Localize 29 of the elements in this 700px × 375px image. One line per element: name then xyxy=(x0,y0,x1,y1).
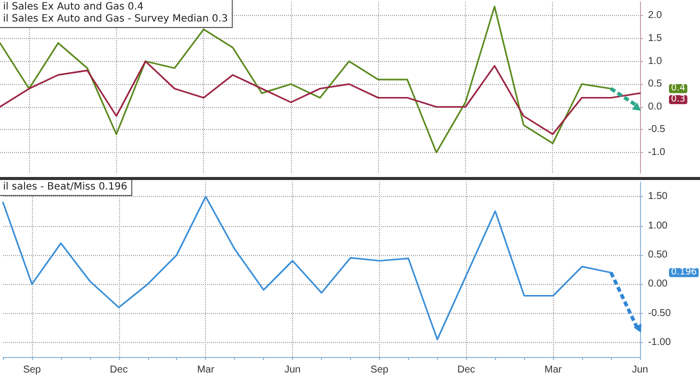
x-tick-label: Mar xyxy=(197,364,215,375)
y-tick-label: -1.00 xyxy=(648,336,672,348)
y-tick-label: 1.0 xyxy=(648,56,662,67)
annotation: il sales - Beat/Miss 0.196 xyxy=(3,182,128,192)
x-tick-label: Sep xyxy=(370,364,389,375)
x-tick-label: Dec xyxy=(110,364,128,375)
x-tick-label: Mar xyxy=(544,364,562,375)
text: 0.3 xyxy=(671,94,686,105)
annotation: il Sales Ex Auto and Gas - Survey Median 0.3 xyxy=(3,14,228,24)
y-tick-label: 0.00 xyxy=(648,278,668,290)
x-tick-label: Jun xyxy=(632,364,648,375)
y-tick-label: 2.0 xyxy=(648,10,662,22)
y-tick-label: -1.0 xyxy=(648,146,666,158)
x-tick-label: Sep xyxy=(23,364,42,375)
y-tick-label: 0.5 xyxy=(648,78,662,90)
text: 0.196 xyxy=(671,268,698,278)
y-tick-label: 1.50 xyxy=(648,191,668,202)
line-series xyxy=(0,60,641,136)
y-tick-label: 1.5 xyxy=(648,32,662,44)
y-tick-label: 0.0 xyxy=(648,101,662,112)
line-series xyxy=(2,196,612,340)
y-tick-label: 1.00 xyxy=(648,220,668,232)
text: 0.4 xyxy=(671,84,686,94)
y-tick-label: -0.5 xyxy=(648,124,666,136)
x-tick-label: Jun xyxy=(284,364,301,375)
annotation: il Sales Ex Auto and Gas 0.4 xyxy=(3,2,144,12)
x-tick-label: Dec xyxy=(457,364,476,375)
y-tick-label: -0.50 xyxy=(648,308,672,319)
y-tick-label: 0.50 xyxy=(648,249,668,260)
